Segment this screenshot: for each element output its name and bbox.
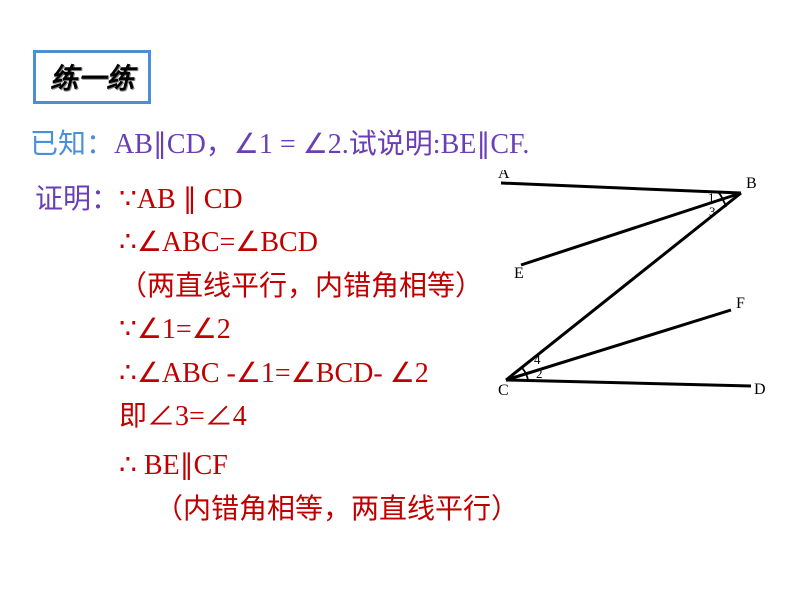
proof-text-6: 即∠3=∠4 [119, 401, 247, 432]
problem-prefix: 已知： [30, 129, 114, 160]
label-angle-3: 3 [709, 204, 716, 219]
label-B: B [746, 175, 757, 192]
label-angle-1: 1 [708, 190, 715, 205]
label-E: E [514, 265, 524, 282]
geometry-diagram: A B E C D F 1 3 4 2 [486, 170, 766, 410]
proof-text-5: ∴∠ABC -∠1=∠BCD- ∠2 [119, 358, 429, 389]
proof-line-3: （两直线平行，内错角相等） [35, 265, 495, 308]
proof-text-7: ∴ BE∥CF [119, 450, 228, 481]
title-box: 练一练 [33, 50, 151, 104]
label-A: A [498, 170, 510, 182]
angle-arc-4 [521, 367, 526, 374]
line-CD [506, 380, 751, 386]
problem-body: AB∥CD，∠1 = ∠2.试说明:BE∥CF. [114, 129, 529, 160]
slide: 练一练 已知：AB∥CD，∠1 = ∠2.试说明:BE∥CF. 证明：∵AB ∥… [0, 0, 794, 596]
proof-text-1: ∵AB ∥ CD [119, 184, 243, 215]
proof-line-4: ∵∠1=∠2 [35, 308, 495, 351]
proof-area: 证明：∵AB ∥ CD ∴∠ABC=∠BCD （两直线平行，内错角相等） ∵∠1… [35, 178, 495, 531]
line-AB [501, 183, 741, 193]
proof-line-6: 即∠3=∠4 [35, 395, 495, 438]
proof-text-2: ∴∠ABC=∠BCD [119, 227, 318, 258]
proof-text-8: （内错角相等，两直线平行） [155, 494, 519, 525]
title-text: 练一练 [50, 64, 134, 95]
proof-line-5: ∴∠ABC -∠1=∠BCD- ∠2 [35, 352, 495, 395]
proof-line-8: （内错角相等，两直线平行） [35, 488, 495, 531]
proof-line-1: 证明：∵AB ∥ CD [35, 178, 495, 221]
line-BC [506, 193, 741, 380]
proof-text-3: （两直线平行，内错角相等） [119, 271, 483, 302]
proof-line-7: ∴ BE∥CF [35, 444, 495, 487]
label-F: F [736, 295, 745, 312]
proof-label: 证明： [35, 184, 119, 215]
proof-text-4: ∵∠1=∠2 [119, 314, 231, 345]
label-D: D [754, 381, 766, 398]
problem-statement: 已知：AB∥CD，∠1 = ∠2.试说明:BE∥CF. [30, 122, 769, 162]
proof-line-2: ∴∠ABC=∠BCD [35, 221, 495, 264]
label-angle-4: 4 [534, 352, 541, 367]
label-C: C [498, 382, 509, 399]
label-angle-2: 2 [536, 366, 543, 381]
